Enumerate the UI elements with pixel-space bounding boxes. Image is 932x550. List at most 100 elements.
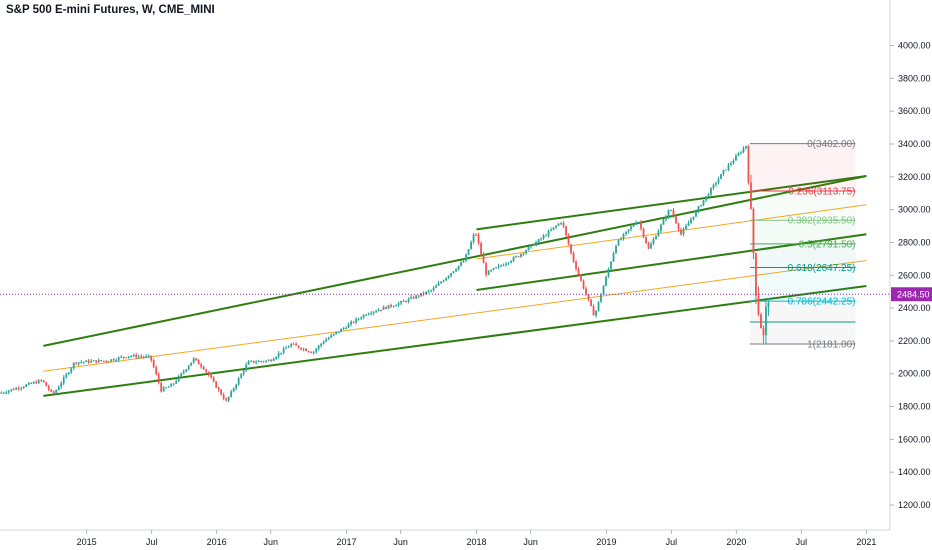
price-tick-label: 2600.00 <box>898 270 931 280</box>
candle <box>645 236 647 245</box>
candle <box>562 221 565 229</box>
candle <box>475 233 477 237</box>
fib-level-label: 0.618(2647.25) <box>788 263 856 274</box>
candle <box>477 232 480 246</box>
candle <box>212 375 215 383</box>
trendline-upper-channel-middle[interactable] <box>476 204 867 260</box>
candle <box>315 347 318 354</box>
candle <box>420 293 422 297</box>
candle <box>457 265 460 271</box>
candle <box>40 379 43 382</box>
candle <box>595 310 597 318</box>
candle <box>735 153 737 161</box>
candle <box>682 227 685 237</box>
trendline-channel-lower[interactable] <box>43 284 867 397</box>
candle <box>497 263 500 270</box>
candle <box>612 251 615 262</box>
candle <box>660 223 662 233</box>
fib-level-label: 0.236(3113.75) <box>788 186 855 197</box>
price-axis-background <box>890 0 932 530</box>
time-tick-label: 2019 <box>596 537 616 547</box>
candle <box>400 300 402 306</box>
candle <box>135 352 138 359</box>
fibonacci-retracement[interactable]: 0(3402.00) 0.236(3113.75) 0.382(2935.50) 0.… <box>750 139 856 351</box>
candle <box>340 328 343 332</box>
candle <box>522 252 525 257</box>
candle <box>367 312 370 316</box>
candle <box>152 358 155 369</box>
price-axis[interactable]: 1200.00 1400.00 1600.00 1800.00 2000.00 2200.… <box>890 41 931 510</box>
price-tick-label: 2200.00 <box>898 336 931 346</box>
candle <box>225 397 228 402</box>
candle <box>670 209 672 212</box>
candle <box>695 209 697 218</box>
fib-zone <box>750 267 856 302</box>
candle <box>62 375 65 386</box>
candle <box>307 350 310 353</box>
candle <box>145 354 148 359</box>
candle <box>237 376 240 386</box>
candle <box>17 385 20 391</box>
candle <box>130 355 133 358</box>
candle <box>155 365 158 376</box>
candle <box>22 385 25 390</box>
candle <box>162 386 165 392</box>
candle <box>252 360 255 364</box>
time-tick-label: 2021 <box>856 537 876 547</box>
candle <box>652 237 655 246</box>
trendline-upper-channel-upper[interactable] <box>476 175 867 231</box>
candle <box>345 326 348 330</box>
candle <box>7 390 10 395</box>
candle <box>530 244 532 249</box>
candle <box>85 359 88 362</box>
candle <box>555 224 557 230</box>
trendline-channel-upper[interactable] <box>43 175 867 347</box>
candle <box>445 277 447 281</box>
candle <box>25 383 28 388</box>
candle <box>250 360 253 362</box>
candle <box>227 396 230 403</box>
candle <box>545 233 547 237</box>
candle <box>485 261 487 278</box>
current-price-tag-bg <box>891 287 932 302</box>
candle <box>297 345 300 349</box>
time-tick-label: Jul <box>796 537 808 547</box>
fib-level-label: 0.5(2791.50) <box>799 239 856 250</box>
candle <box>75 361 78 365</box>
candle <box>270 359 273 362</box>
candle <box>100 359 103 362</box>
candle <box>607 267 610 278</box>
candle <box>702 200 705 207</box>
time-axis[interactable]: 2015 Jul 2016 Jun 2017 Jun 2018 Jun 2019 Jul 2020 J… <box>77 530 877 547</box>
candle <box>715 181 717 187</box>
candle <box>755 252 757 304</box>
time-tick-label: 2017 <box>337 537 357 547</box>
candle <box>610 260 612 270</box>
candle <box>97 358 100 363</box>
candle <box>287 345 290 348</box>
candle <box>537 238 540 243</box>
candle <box>737 151 740 157</box>
candle <box>260 360 263 363</box>
candle <box>382 305 385 310</box>
time-tick-label: 2016 <box>207 537 227 547</box>
candle <box>375 309 378 314</box>
candle <box>435 284 437 288</box>
candle <box>350 320 353 327</box>
candle <box>362 314 365 320</box>
trendline-channel-middle[interactable] <box>43 260 867 372</box>
candle <box>677 222 680 232</box>
candle <box>490 269 492 273</box>
candle <box>77 362 80 366</box>
candle <box>460 260 462 267</box>
candle <box>390 303 393 308</box>
candle <box>80 360 83 364</box>
candle <box>255 359 258 365</box>
candle <box>640 220 642 231</box>
candle <box>60 381 63 389</box>
candle <box>532 243 535 246</box>
candle <box>122 356 125 360</box>
candle <box>685 224 687 230</box>
candle <box>342 327 345 331</box>
